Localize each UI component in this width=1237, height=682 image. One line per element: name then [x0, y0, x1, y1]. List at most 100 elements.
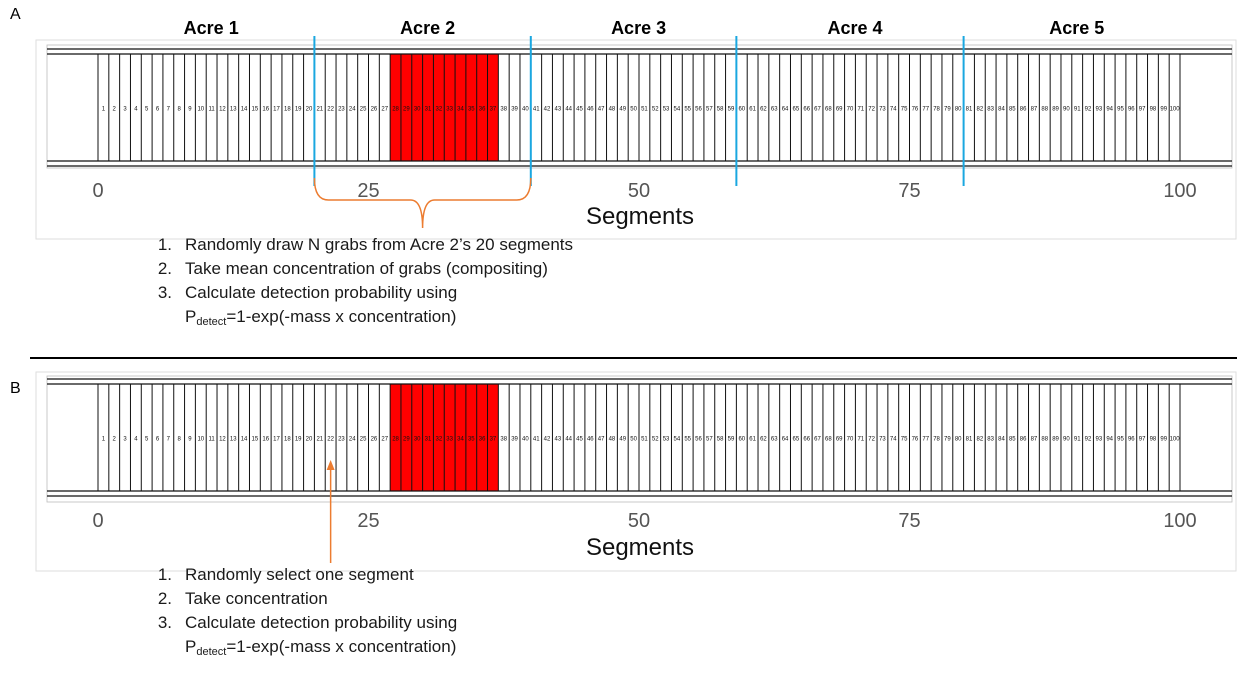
segment-label-14: 14 [241, 107, 248, 113]
segment-label-87: 87 [1031, 437, 1038, 443]
segment-label-15: 15 [252, 107, 259, 113]
segment-label-74: 74 [890, 107, 897, 113]
segment-label-88: 88 [1041, 437, 1048, 443]
segment-label-76: 76 [912, 107, 919, 113]
step-b-3-number: 3. [157, 613, 172, 632]
segment-label-32: 32 [435, 437, 442, 443]
segment-label-73: 73 [879, 437, 886, 443]
segment-label-72: 72 [868, 107, 875, 113]
steps-list-b: 1. Randomly select one segment 2. Take con… [140, 563, 457, 664]
step-b-2-text: Take concentration [185, 589, 328, 608]
segment-label-89: 89 [1052, 107, 1059, 113]
highlighted-segment-29 [400, 54, 412, 161]
x-tick-label-75: 75 [898, 180, 920, 202]
segment-label-68: 68 [825, 107, 832, 113]
segment-label-98: 98 [1150, 107, 1157, 113]
segment-label-54: 54 [674, 107, 681, 113]
formula-b-rest: =1-exp(-mass x concentration) [226, 637, 457, 656]
segment-label-95: 95 [1117, 437, 1124, 443]
highlighted-segment-34 [455, 384, 466, 491]
segment-label-27: 27 [381, 437, 388, 443]
segment-label-73: 73 [879, 107, 886, 113]
segment-label-22: 22 [327, 437, 334, 443]
segment-label-3: 3 [123, 437, 127, 443]
segment-label-12: 12 [219, 437, 226, 443]
segment-label-40: 40 [522, 107, 529, 113]
segment-label-58: 58 [717, 437, 724, 443]
segment-label-78: 78 [933, 107, 940, 113]
segment-label-7: 7 [167, 107, 171, 113]
formula-a-rest: =1-exp(-mass x concentration) [226, 307, 457, 326]
segment-label-42: 42 [544, 437, 551, 443]
segment-label-92: 92 [1085, 107, 1092, 113]
segment-label-90: 90 [1063, 437, 1070, 443]
segment-label-52: 52 [652, 437, 659, 443]
segment-label-27: 27 [381, 107, 388, 113]
segment-label-80: 80 [955, 437, 962, 443]
segment-label-14: 14 [241, 437, 248, 443]
formula-a-p: P [185, 307, 197, 326]
segment-label-11: 11 [208, 437, 215, 443]
segment-label-34: 34 [457, 437, 464, 443]
highlighted-segment-31 [422, 54, 434, 161]
segment-label-92: 92 [1085, 437, 1092, 443]
segment-label-94: 94 [1106, 107, 1113, 113]
segment-label-81: 81 [966, 437, 973, 443]
panel-frame [35, 39, 1237, 240]
segment-label-100: 100 [1170, 437, 1181, 443]
segment-label-56: 56 [695, 437, 702, 443]
segment-label-41: 41 [533, 107, 540, 113]
step-b-1-text: Randomly select one segment [185, 565, 414, 584]
segment-label-59: 59 [728, 107, 735, 113]
acre-label-3: Acre 3 [611, 18, 666, 38]
segment-label-26: 26 [371, 107, 378, 113]
segment-label-53: 53 [663, 107, 670, 113]
segment-label-44: 44 [565, 437, 572, 443]
segment-label-25: 25 [360, 437, 367, 443]
segment-label-61: 61 [749, 437, 756, 443]
highlighted-segment-35 [465, 384, 477, 491]
panel-divider [30, 357, 1237, 359]
segment-label-4: 4 [134, 437, 138, 443]
segment-label-90: 90 [1063, 107, 1070, 113]
segment-label-23: 23 [338, 437, 345, 443]
segment-label-63: 63 [771, 437, 778, 443]
segment-label-79: 79 [944, 107, 951, 113]
segment-label-9: 9 [188, 437, 192, 443]
step-b-1-number: 1. [157, 565, 172, 584]
segment-label-49: 49 [619, 107, 626, 113]
segment-label-77: 77 [922, 437, 929, 443]
formula-b-sub: detect [196, 646, 227, 658]
segment-label-36: 36 [479, 437, 486, 443]
segment-label-31: 31 [425, 437, 432, 443]
segment-label-69: 69 [836, 437, 843, 443]
segment-label-48: 48 [609, 437, 616, 443]
segment-label-12: 12 [219, 107, 226, 113]
segment-label-51: 51 [641, 437, 648, 443]
x-tick-label-25: 25 [357, 510, 379, 532]
segment-label-55: 55 [684, 437, 691, 443]
segment-label-13: 13 [230, 107, 237, 113]
step-a-3: 3. Calculate detection probability using [140, 281, 573, 305]
segment-label-28: 28 [392, 437, 399, 443]
x-tick-label-0: 0 [92, 180, 103, 202]
segment-label-66: 66 [803, 107, 810, 113]
segment-label-35: 35 [468, 437, 475, 443]
segment-label-41: 41 [533, 437, 540, 443]
segment-label-5: 5 [145, 107, 149, 113]
highlighted-segment-32 [433, 54, 445, 161]
segment-label-87: 87 [1031, 107, 1038, 113]
segment-label-5: 5 [145, 437, 149, 443]
highlighted-segment-36 [476, 384, 488, 491]
acre-label-5: Acre 5 [1049, 18, 1104, 38]
segment-label-71: 71 [857, 107, 864, 113]
highlighted-segment-37 [487, 384, 499, 491]
segment-label-32: 32 [435, 107, 442, 113]
segment-label-91: 91 [1074, 107, 1081, 113]
segment-label-9: 9 [188, 107, 192, 113]
segment-label-83: 83 [987, 107, 994, 113]
segment-label-18: 18 [284, 437, 291, 443]
step-a-2: 2. Take mean concentration of grabs (comp… [140, 257, 573, 281]
segment-label-6: 6 [156, 107, 160, 113]
segment-label-57: 57 [706, 437, 713, 443]
